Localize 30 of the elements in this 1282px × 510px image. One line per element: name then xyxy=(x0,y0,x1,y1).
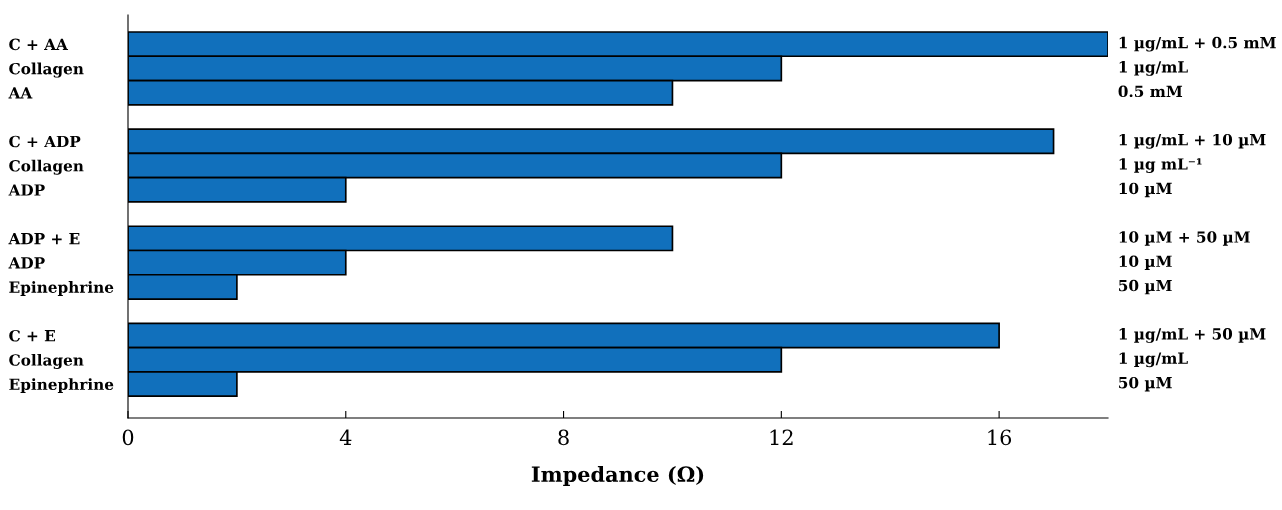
x-tick-label: 12 xyxy=(770,429,793,445)
x-tick-label: 8 xyxy=(558,429,569,446)
text: 10 µM xyxy=(1119,255,1172,271)
x-axis-title: Impedance (Ω) xyxy=(531,465,704,487)
text: 1 µg/mL + 50 µM xyxy=(1119,328,1266,343)
y-tick-label: C + ADP xyxy=(9,135,81,148)
y-tick-label: Collagen xyxy=(9,159,84,175)
y-tick-label: Collagen xyxy=(9,353,84,369)
y-tick-label: ADP + E xyxy=(8,233,80,245)
text: 1 µg/mL + 0.5 mM xyxy=(1119,36,1276,52)
text: 0.5 mM xyxy=(1118,85,1183,98)
y-tick-label: Collagen xyxy=(9,62,84,78)
text: 1 µg/mL xyxy=(1119,61,1188,76)
text: 1 µg/mL + 10 µM xyxy=(1119,133,1266,149)
x-tick-label: 16 xyxy=(988,429,1012,446)
text: 50 µM xyxy=(1119,279,1172,295)
y-tick-label: C + AA xyxy=(9,38,69,51)
y-tick-label: AA xyxy=(8,87,33,99)
y-tick-label: Epinephrine xyxy=(9,281,114,296)
text: 1 µg/mL xyxy=(1119,352,1188,368)
text: 1 µg mL⁻¹ xyxy=(1119,158,1202,173)
text: 50 µM xyxy=(1119,376,1172,392)
y-tick-label: ADP xyxy=(8,257,45,269)
text: 10 µM xyxy=(1119,182,1172,198)
y-tick-label: C + E xyxy=(9,329,56,342)
x-tick-label: 4 xyxy=(339,429,352,445)
y-tick-label: Epinephrine xyxy=(9,378,114,393)
x-tick-label: 0 xyxy=(122,429,134,446)
y-tick-label: ADP xyxy=(8,184,45,196)
text: 10 µM + 50 µM xyxy=(1119,231,1250,246)
